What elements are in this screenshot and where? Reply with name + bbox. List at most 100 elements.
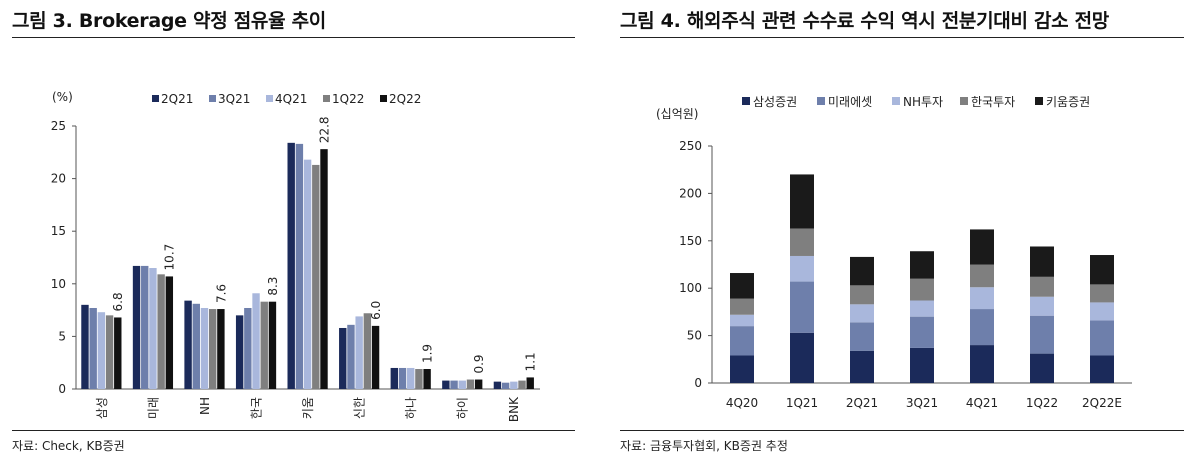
x-tick-label: 한국 <box>249 397 263 419</box>
bar <box>390 367 399 389</box>
bar-segment <box>790 255 814 282</box>
bar-segment <box>970 229 994 265</box>
legend-swatch <box>266 95 273 102</box>
figure-title: 그림 4. 해외주식 관련 수수료 수익 역시 전분기대비 감소 전망 <box>620 10 1109 32</box>
y-tick-label: 15 <box>51 224 66 238</box>
y-tick-label: 5 <box>58 329 66 343</box>
bar-segment <box>1030 296 1054 316</box>
bar-segment <box>910 251 934 279</box>
legend-swatch <box>1035 97 1043 105</box>
legend-label: 키움증권 <box>1046 95 1090 109</box>
data-label: 7.6 <box>214 284 228 303</box>
legend-swatch <box>380 95 387 102</box>
bar <box>192 303 200 389</box>
bar-segment <box>970 287 994 310</box>
bar <box>312 164 320 389</box>
bar <box>287 142 295 389</box>
data-label: 8.3 <box>266 277 280 296</box>
legend-label: 4Q21 <box>275 92 307 106</box>
bar-segment <box>970 345 994 383</box>
source-rule <box>620 430 1184 431</box>
bar-segment <box>790 332 814 383</box>
bar <box>141 265 149 389</box>
bar-segment <box>730 273 754 299</box>
bar <box>355 316 363 389</box>
x-tick-label: 키움 <box>301 397 315 419</box>
legend-swatch <box>892 97 900 105</box>
x-tick-label: BNK <box>507 396 521 422</box>
bar-segment <box>910 347 934 383</box>
data-label: 0.9 <box>472 354 486 373</box>
x-tick-label: 신한 <box>353 397 367 419</box>
bar-segment <box>790 174 814 229</box>
bar-segment <box>850 256 874 286</box>
x-tick-label: 2Q21 <box>846 396 878 410</box>
bar <box>208 309 217 389</box>
bar <box>132 265 141 389</box>
y-tick-label: 0 <box>58 382 66 396</box>
bar-segment <box>790 228 814 256</box>
bar <box>97 312 106 389</box>
x-tick-label: 하이 <box>456 397 470 419</box>
bar <box>295 143 304 389</box>
x-tick-label: 3Q21 <box>906 396 938 410</box>
y-axis-unit: (%) <box>52 90 73 104</box>
data-label: 6.0 <box>369 301 383 320</box>
bar <box>235 315 244 389</box>
data-label: 6.8 <box>111 292 125 311</box>
y-tick-label: 150 <box>679 234 702 248</box>
legend-swatch <box>742 97 750 105</box>
title-rule <box>620 37 1184 38</box>
data-label: 1.9 <box>421 344 435 363</box>
bar <box>114 317 122 389</box>
bar <box>105 315 114 389</box>
bar-segment <box>1030 246 1054 277</box>
bar <box>347 324 355 389</box>
legend-label: 1Q22 <box>332 92 364 106</box>
source-note: 자료: 금융투자협회, KB증권 추정 <box>620 439 788 453</box>
bar-segment <box>1090 302 1114 321</box>
y-tick-label: 20 <box>51 172 66 186</box>
bar <box>474 379 483 389</box>
bar <box>398 367 407 389</box>
bar <box>303 159 312 389</box>
overseas-fee-chart: (십억원) 삼성증권 미래에셋 NH투자 한국투자 키움증권 0 50 100 150 200 250… <box>656 95 1132 410</box>
bar <box>371 325 380 389</box>
y-tick-label: 50 <box>687 329 702 343</box>
x-tick-label: 하나 <box>404 397 418 419</box>
data-label: 10.7 <box>163 244 177 271</box>
bar-segment <box>1090 284 1114 303</box>
bar-segment <box>790 281 814 333</box>
y-axis-unit: (십억원) <box>656 107 698 121</box>
title-rule <box>12 37 575 38</box>
bar <box>157 274 165 389</box>
bar-segment <box>730 314 754 327</box>
bar-segment <box>850 322 874 351</box>
legend-label: 삼성증권 <box>753 95 797 109</box>
bar-segment <box>1090 255 1114 285</box>
bar <box>89 307 97 389</box>
bar <box>184 300 192 389</box>
bar-segment <box>1090 355 1114 383</box>
figure-title: 그림 3. Brokerage 약정 점유율 추이 <box>12 10 326 32</box>
bar <box>268 301 277 389</box>
bar-segment <box>1030 276 1054 297</box>
legend-swatch <box>323 95 330 102</box>
legend-swatch <box>152 95 159 102</box>
bar-segment <box>910 300 934 317</box>
legend-label: NH투자 <box>903 95 943 109</box>
bar <box>526 377 534 389</box>
legend-swatch <box>209 95 216 102</box>
x-tick-label: 2Q22E <box>1082 396 1122 410</box>
legend-label: 2Q22 <box>389 92 421 106</box>
legend-swatch <box>960 97 968 105</box>
source-note: 자료: Check, KB증권 <box>12 439 125 453</box>
bar <box>458 380 466 389</box>
x-tick-label: 1Q22 <box>1026 396 1058 410</box>
bar <box>518 380 526 389</box>
bar <box>260 301 268 389</box>
bar <box>244 307 252 389</box>
bar <box>217 309 225 389</box>
x-tick-label: 4Q20 <box>726 396 758 410</box>
bar-segment <box>910 278 934 301</box>
